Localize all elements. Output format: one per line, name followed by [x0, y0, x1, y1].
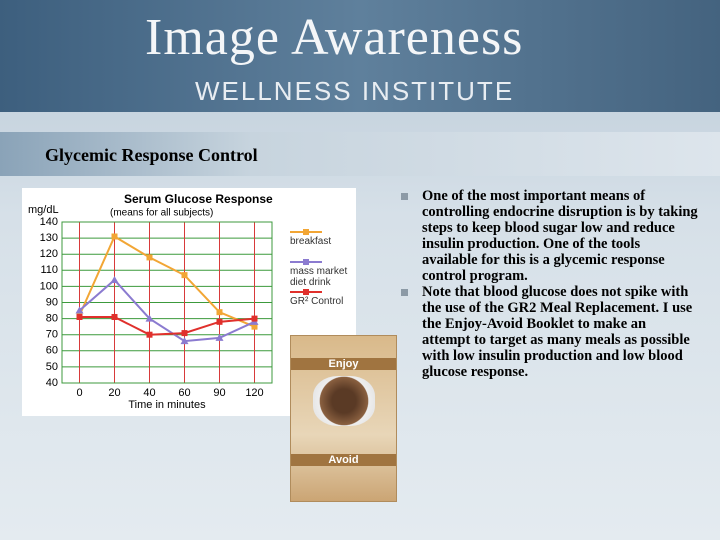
section-title: Glycemic Response Control	[45, 145, 258, 165]
chart-subtitle: (means for all subjects)	[110, 208, 213, 219]
chart: Serum Glucose Response (means for all su…	[22, 188, 356, 416]
booklet-label: Enjoy	[291, 358, 396, 370]
y-tick-label: 60	[46, 345, 58, 357]
header: Image Awareness WELLNESS INSTITUTE	[0, 0, 720, 112]
legend-entry: breakfast	[290, 236, 332, 247]
chart-title: Serum Glucose Response	[124, 192, 273, 206]
y-tick-label: 80	[46, 313, 58, 325]
data-point	[111, 313, 118, 320]
header-title: Image Awareness	[145, 9, 524, 66]
data-point	[146, 254, 153, 261]
y-tick-label: 130	[40, 232, 58, 244]
data-point	[181, 272, 188, 279]
y-tick-label: 100	[40, 280, 58, 292]
food-image	[313, 376, 375, 426]
legend-marker	[303, 229, 309, 235]
data-point	[76, 313, 83, 320]
data-point	[111, 233, 118, 240]
x-tick-label: 40	[143, 387, 155, 399]
legend-entry: mass market diet drink	[290, 266, 348, 288]
data-point	[110, 275, 119, 283]
booklet-label: Avoid	[291, 454, 396, 466]
data-point	[251, 315, 258, 322]
legend-marker	[303, 289, 309, 295]
data-point	[181, 330, 188, 337]
y-tick-label: 40	[46, 377, 58, 389]
x-tick-label: 0	[76, 387, 82, 399]
data-point	[180, 337, 189, 345]
y-tick-label: 120	[40, 248, 58, 260]
data-point	[216, 309, 223, 316]
plot-frame	[61, 221, 273, 384]
x-label: Time in minutes	[128, 399, 206, 411]
y-tick-label: 110	[40, 264, 58, 276]
bullet-item: One of the most important means of contr…	[398, 188, 698, 284]
data-point	[75, 306, 84, 314]
legend-marker	[303, 259, 309, 265]
data-point	[251, 323, 258, 330]
chart-svg: Serum Glucose Response (means for all su…	[28, 192, 322, 411]
bullet-list: One of the most important means of contr…	[398, 188, 698, 380]
legend-entry: GR² Control	[290, 296, 344, 307]
series-line	[79, 315, 255, 336]
y-label: mg/dL	[28, 204, 59, 216]
x-tick-label: 90	[213, 387, 225, 399]
y-tick-label: 140	[40, 216, 58, 228]
x-tick-label: 60	[178, 387, 190, 399]
data-point	[146, 331, 153, 338]
series-line	[78, 235, 255, 328]
y-tick-label: 70	[46, 329, 58, 341]
bullet-item: Note that blood glucose does not spike w…	[398, 284, 698, 380]
data-point	[215, 333, 224, 341]
data-point	[145, 314, 154, 322]
x-tick-label: 20	[108, 387, 120, 399]
title-band	[0, 132, 720, 176]
y-tick-label: 50	[46, 361, 58, 373]
series-line	[78, 278, 255, 343]
y-tick-label: 90	[46, 296, 58, 308]
header-subtitle: WELLNESS INSTITUTE	[195, 76, 515, 106]
data-point	[216, 318, 223, 325]
booklet-image: Enjoy Avoid	[290, 335, 397, 502]
x-tick-label: 120	[245, 387, 263, 399]
